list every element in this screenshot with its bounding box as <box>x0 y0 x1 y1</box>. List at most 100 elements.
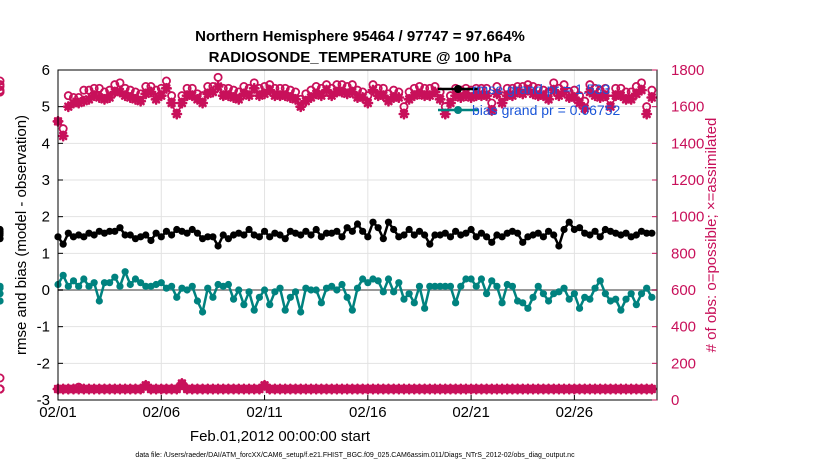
rmse-point <box>183 229 191 237</box>
obs-assimilated-point <box>191 93 203 105</box>
y2-tick-label: 1800 <box>671 62 704 79</box>
obs-assimilated-point <box>295 101 307 113</box>
rmse-point <box>364 233 372 241</box>
rmse-point <box>338 233 346 241</box>
obs-bottom-assimilated-point <box>253 383 265 395</box>
obs-assimilated-point <box>460 90 472 102</box>
obs-assimilated-point <box>434 93 446 105</box>
rmse-point <box>431 231 439 239</box>
obs-possible-point <box>0 76 5 86</box>
y-tick-label: 5 <box>42 99 50 116</box>
bias-point <box>405 290 413 298</box>
rmse-point <box>555 242 563 250</box>
obs-assimilated-point <box>171 108 183 120</box>
bias-point <box>111 273 119 281</box>
y-tick-label: -3 <box>37 392 50 409</box>
obs-possible-point <box>213 72 223 82</box>
rmse-point <box>421 231 429 239</box>
bias-point <box>297 308 305 316</box>
y2-tick-label: 1400 <box>671 135 704 152</box>
bias-point <box>0 297 4 305</box>
obs-assimilated-point <box>537 90 549 102</box>
rmse-point <box>276 231 284 239</box>
obs-assimilated-point <box>584 86 596 98</box>
obs-bottom-possible-point <box>0 384 5 394</box>
footnote: data file: /Users/raeder/DAI/ATM_forcXX/… <box>135 452 575 459</box>
rmse-point <box>260 227 269 235</box>
obs-assimilated-point <box>382 95 394 107</box>
rmse-point <box>0 225 4 234</box>
y-tick-label: -1 <box>37 319 50 336</box>
bias-point <box>95 297 103 305</box>
obs-assimilated-point <box>548 84 560 96</box>
legend-bias-marker <box>454 106 462 114</box>
bias-point <box>317 299 325 307</box>
obs-assimilated-point <box>630 88 642 100</box>
rmse-point <box>426 240 434 248</box>
obs-assimilated-point <box>424 90 436 102</box>
bias-point <box>291 288 300 296</box>
bias-point <box>142 282 150 290</box>
y-tick-label: 0 <box>42 282 50 299</box>
obs-assimilated-point <box>166 97 178 109</box>
x-tick-label: 02/26 <box>556 404 594 421</box>
rmse-point <box>193 229 202 237</box>
rmse-point <box>498 233 506 241</box>
bias-point <box>462 275 470 283</box>
obs-assimilated-point <box>73 97 85 109</box>
rmse-point <box>204 233 212 241</box>
bias-point <box>343 293 351 301</box>
obs-assimilated-point <box>284 92 296 103</box>
bias-point <box>0 290 4 298</box>
y2-tick-label: 1000 <box>671 209 704 226</box>
obs-assimilated-point <box>398 108 410 120</box>
bias-point <box>224 280 233 289</box>
bias-point <box>209 293 217 301</box>
rmse-point <box>266 233 274 241</box>
rmse-point <box>622 229 630 237</box>
chart-subtitle: RADIOSONDE_TEMPERATURE @ 100 hPa <box>209 49 512 66</box>
obs-assimilated-point <box>300 95 312 107</box>
rmse-point <box>374 224 382 232</box>
rmse-point <box>168 231 176 239</box>
obs-assimilated-point <box>259 88 271 100</box>
plot-frame <box>57 69 658 401</box>
rmse-point <box>281 235 289 243</box>
obs-assimilated-point <box>202 88 214 100</box>
rmse-point <box>59 240 67 248</box>
bias-point <box>519 299 527 307</box>
bias-point <box>555 288 563 296</box>
bias-point <box>307 286 315 294</box>
y2-tick-label: 800 <box>671 245 696 262</box>
rmse-point <box>245 225 253 234</box>
bias-point <box>591 284 599 292</box>
obs-assimilated-point <box>579 103 591 114</box>
obs-assimilated-point <box>543 93 555 105</box>
obs-assimilated-point <box>197 97 209 109</box>
rmse-point <box>0 235 4 243</box>
bias-point <box>436 282 444 290</box>
chart-title: Northern Hemisphere 95464 / 97747 = 97.6… <box>195 28 525 45</box>
bias-point <box>384 275 393 283</box>
y-tick-label: 1 <box>42 245 50 262</box>
rmse-point <box>302 227 310 235</box>
rmse-point <box>415 227 424 235</box>
rmse-point <box>467 225 475 234</box>
obs-assimilated-point <box>558 86 570 98</box>
bias-point <box>106 279 114 287</box>
obs-assimilated-point <box>243 90 255 102</box>
bias-point <box>240 301 248 309</box>
obs-assimilated-point <box>336 86 348 98</box>
rmse-point <box>384 218 393 226</box>
rmse-point <box>400 231 408 239</box>
obs-assimilated-point <box>88 90 100 102</box>
obs-assimilated-point <box>594 92 606 103</box>
rmse-point <box>477 229 486 237</box>
x-tick-label: 02/21 <box>452 404 490 421</box>
rmse-point <box>152 229 160 237</box>
rmse-point <box>333 227 341 235</box>
obs-assimilated-point <box>326 90 338 102</box>
bias-point <box>183 286 191 294</box>
obs-assimilated-point <box>481 90 493 102</box>
